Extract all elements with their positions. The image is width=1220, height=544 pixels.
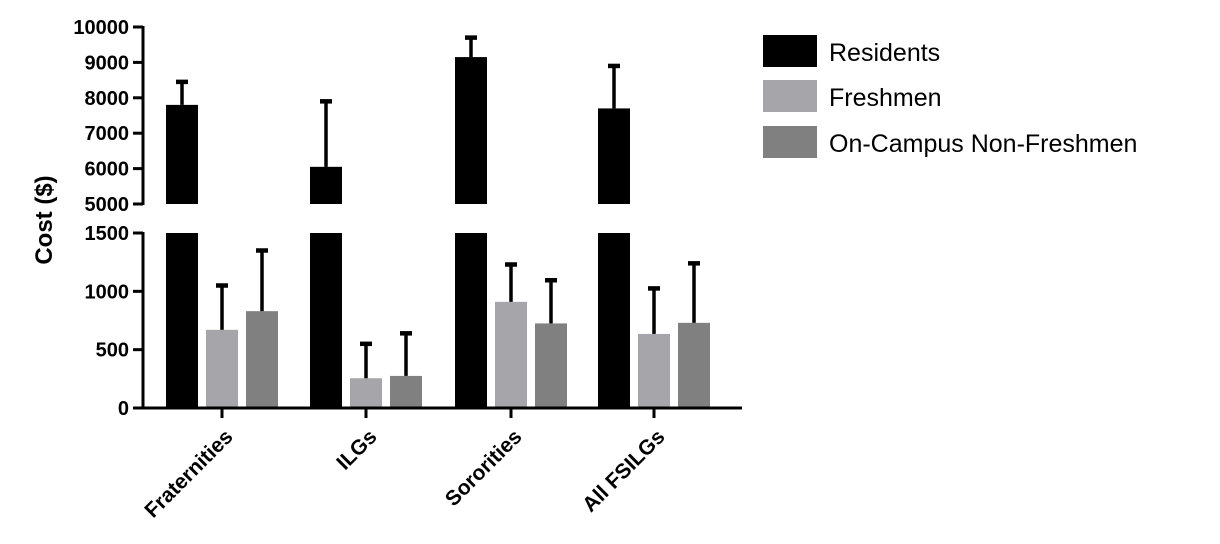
- bar: [310, 166, 342, 204]
- bar: [246, 311, 278, 408]
- category-label: Fraternities: [140, 425, 237, 522]
- bar-segment-lower: [598, 233, 630, 408]
- y-upper-tick-label: 5000: [85, 194, 130, 216]
- y-lower-tick-label: 500: [96, 340, 129, 362]
- category-label: ILGs: [332, 425, 381, 474]
- y-upper-tick-label: 10000: [73, 17, 129, 39]
- axes-layer: 0 500 1000 1500 5000 6000 7000 8000 9000 10000: [73, 17, 742, 420]
- bar: [455, 57, 487, 205]
- category-label: Sororities: [441, 425, 527, 511]
- y-upper-tick-label: 6000: [85, 159, 130, 181]
- bar: [390, 375, 422, 408]
- bar: [678, 322, 710, 408]
- bar: [206, 329, 238, 408]
- y-axis-title: Cost ($): [31, 175, 58, 264]
- y-lower-tick-label: 1500: [85, 223, 130, 245]
- bar: [350, 378, 382, 408]
- legend-label: Freshmen: [829, 84, 942, 112]
- legend: Residents Freshmen On-Campus Non-Freshmen: [763, 35, 1137, 158]
- bar-segment-lower: [455, 233, 487, 408]
- bar: [598, 108, 630, 204]
- bar: [638, 333, 670, 408]
- y-upper-tick-label: 7000: [85, 123, 130, 145]
- bar-segment-lower: [310, 233, 342, 408]
- y-upper-tick-label: 9000: [85, 52, 130, 74]
- legend-label: Residents: [829, 39, 940, 67]
- bar: [535, 323, 567, 408]
- bar-segment-lower: [166, 233, 198, 408]
- category-labels: Fraternities ILGs Sororities All FSILGs: [140, 425, 669, 522]
- legend-swatch: [763, 80, 817, 112]
- y-upper-tick-label: 8000: [85, 88, 130, 110]
- legend-swatch: [763, 35, 817, 67]
- y-lower-tick-label: 0: [118, 398, 129, 420]
- legend-label: On-Campus Non-Freshmen: [829, 130, 1137, 158]
- bar: [166, 104, 198, 204]
- error-bars-layer: [176, 35, 700, 379]
- category-label: All FSILGs: [578, 425, 669, 516]
- y-lower-tick-label: 1000: [85, 281, 130, 303]
- legend-swatch: [763, 126, 817, 158]
- bars-layer: [166, 57, 710, 408]
- bar: [495, 301, 527, 408]
